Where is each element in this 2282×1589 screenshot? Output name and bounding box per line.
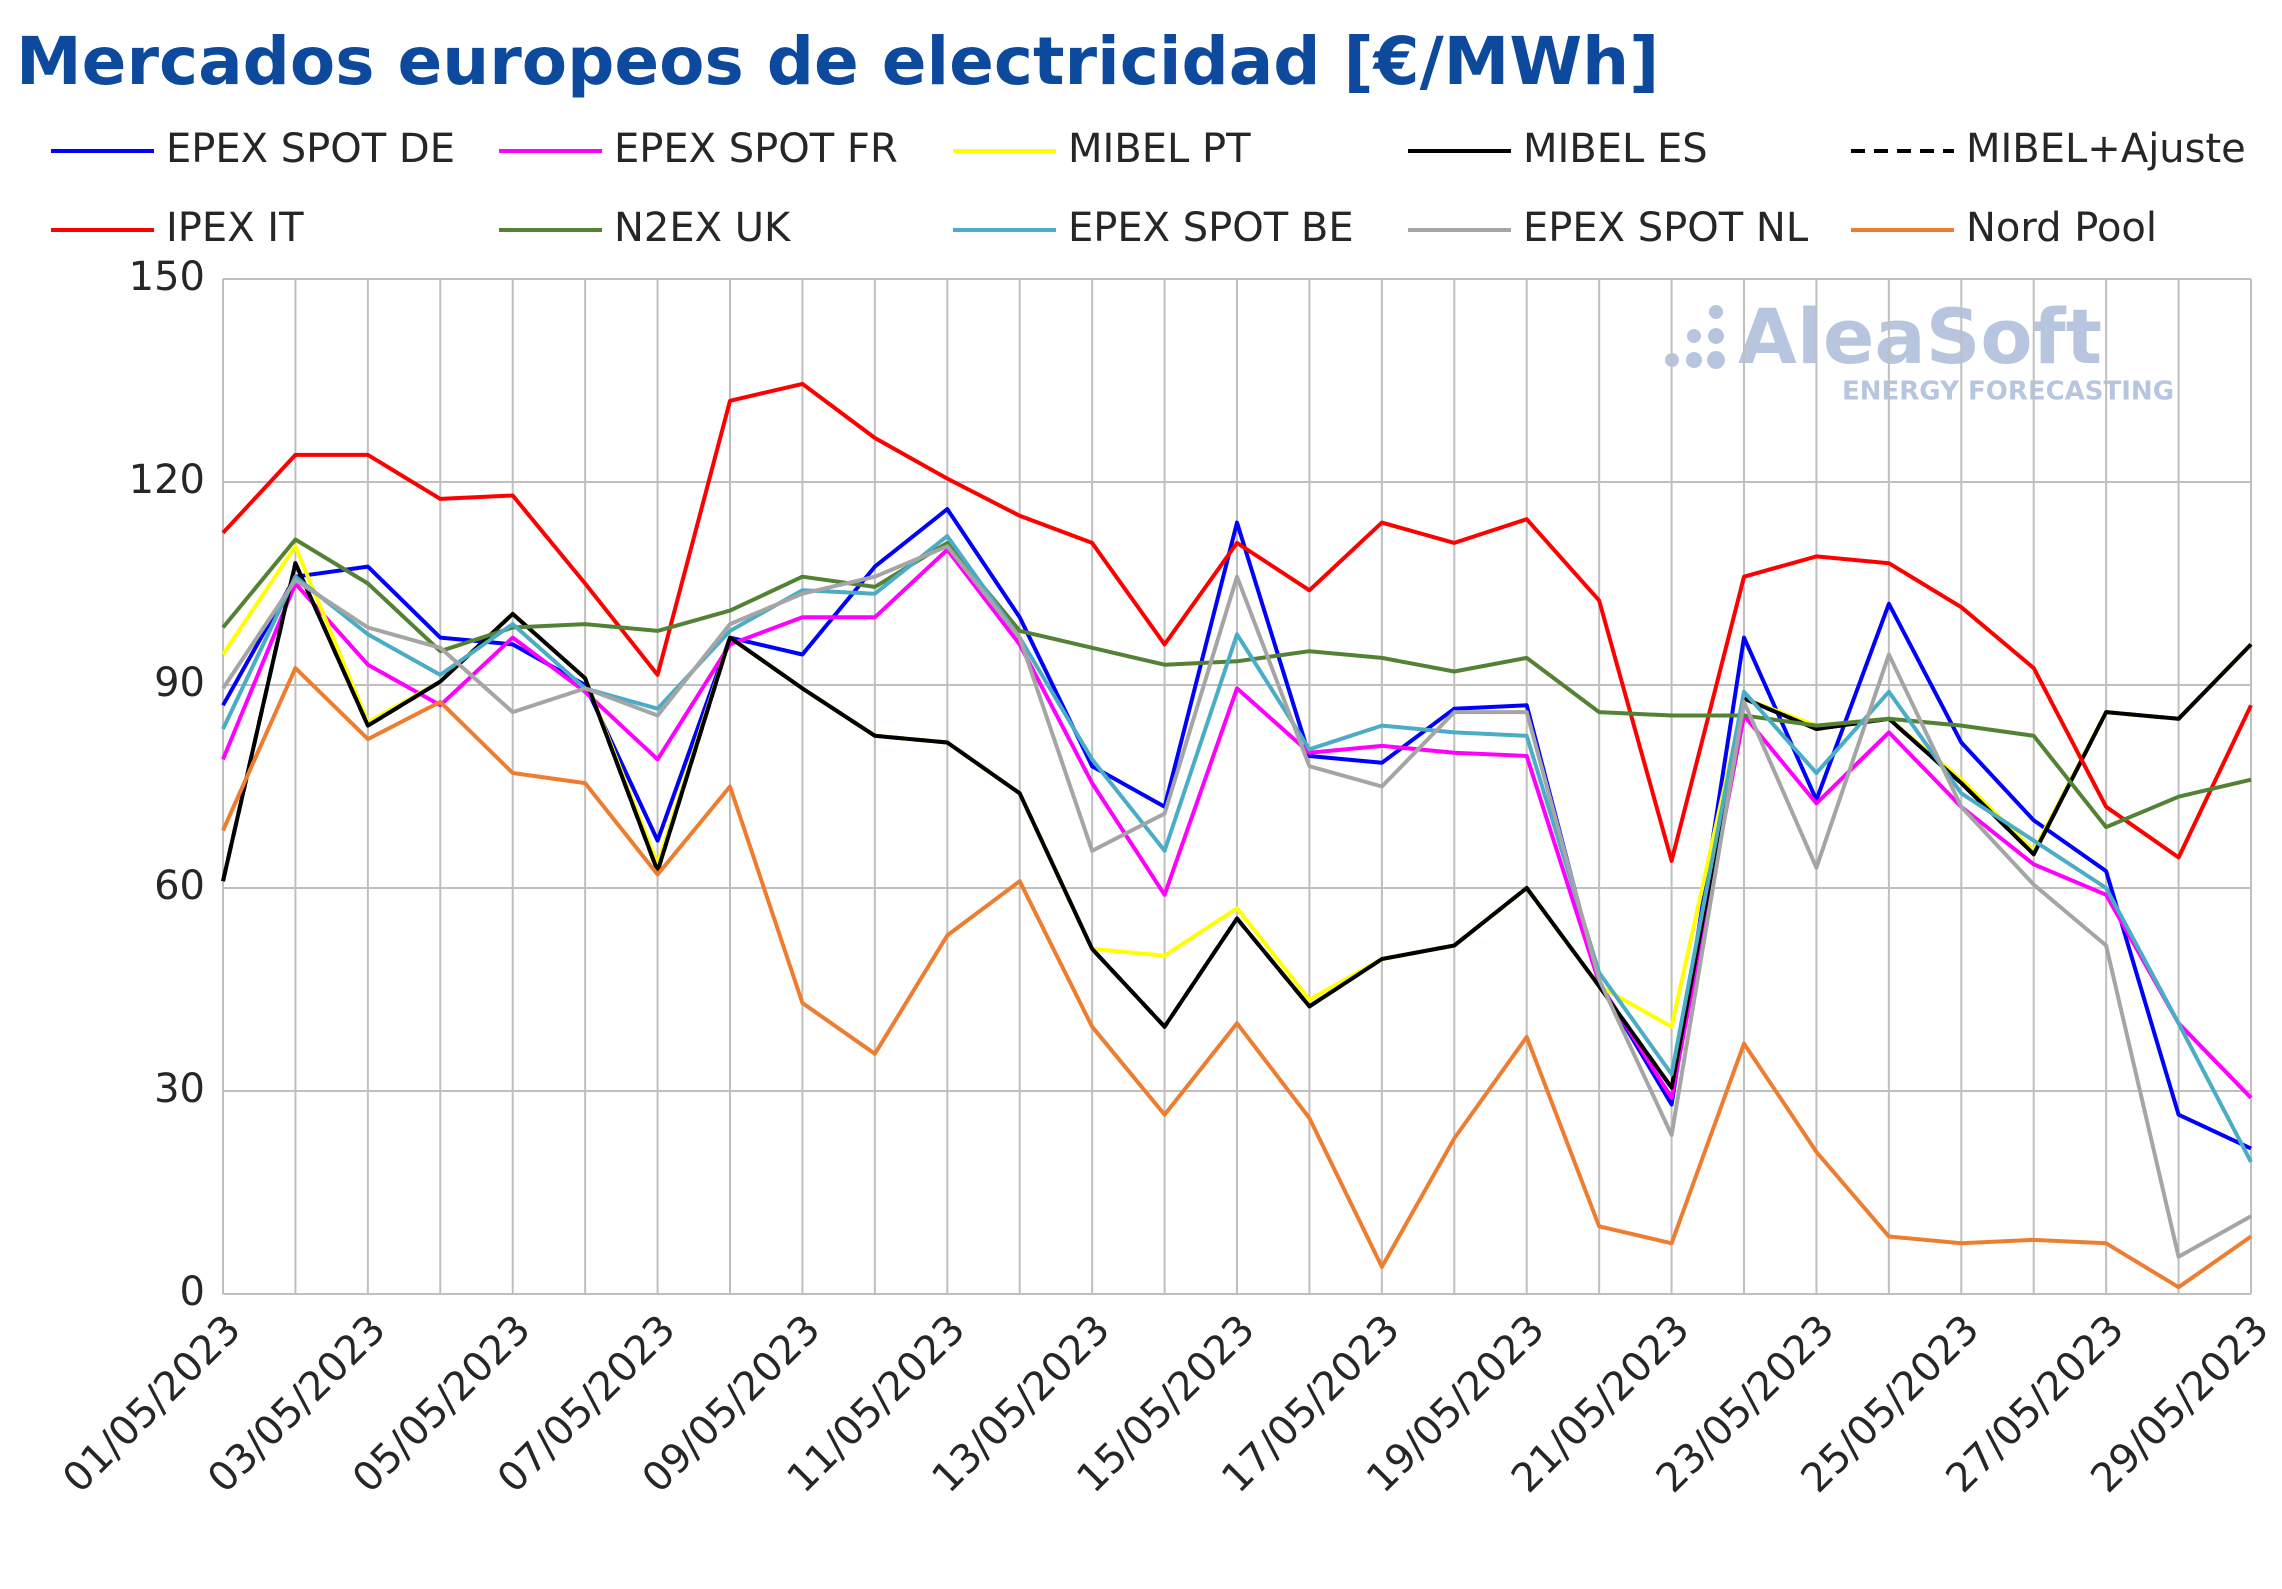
logo-dot bbox=[1708, 328, 1724, 344]
y-tick-label: 120 bbox=[129, 457, 205, 503]
legend-label: MIBEL+Ajuste bbox=[1966, 126, 2246, 172]
series-line bbox=[221, 561, 2253, 1090]
legend-label: EPEX SPOT DE bbox=[166, 126, 455, 172]
logo-dot bbox=[1707, 351, 1725, 369]
legend-label: EPEX SPOT NL bbox=[1523, 205, 1809, 251]
y-tick-label: 90 bbox=[154, 660, 205, 706]
legend-label: MIBEL PT bbox=[1068, 126, 1251, 172]
y-tick-label: 30 bbox=[154, 1066, 205, 1112]
series-line bbox=[221, 666, 2253, 1290]
watermark-brand: AleaSoft bbox=[1738, 292, 2102, 381]
chart-title: Mercados europeos de electricidad [€/MWh… bbox=[16, 23, 1659, 100]
logo-dot bbox=[1687, 329, 1701, 343]
legend-label: Nord Pool bbox=[1966, 205, 2157, 251]
logo-dot bbox=[1709, 305, 1723, 319]
legend-label: MIBEL ES bbox=[1523, 126, 1708, 172]
y-tick-label: 150 bbox=[129, 254, 205, 300]
watermark: AleaSoft ENERGY FORECASTING bbox=[1665, 292, 2174, 407]
series-line bbox=[221, 547, 2253, 1100]
watermark-tagline: ENERGY FORECASTING bbox=[1842, 377, 2174, 407]
legend-label: EPEX SPOT FR bbox=[614, 126, 898, 172]
series-line bbox=[221, 537, 2252, 830]
series-line bbox=[221, 381, 2253, 863]
logo-dot bbox=[1686, 352, 1702, 368]
series-line bbox=[221, 544, 2252, 1259]
legend-label: EPEX SPOT BE bbox=[1068, 205, 1354, 251]
legend-label: IPEX IT bbox=[166, 205, 304, 251]
y-tick-label: 60 bbox=[154, 863, 205, 909]
legend-label: N2EX UK bbox=[614, 205, 792, 251]
y-tick-label: 0 bbox=[180, 1269, 205, 1315]
series-line bbox=[221, 534, 2253, 1163]
